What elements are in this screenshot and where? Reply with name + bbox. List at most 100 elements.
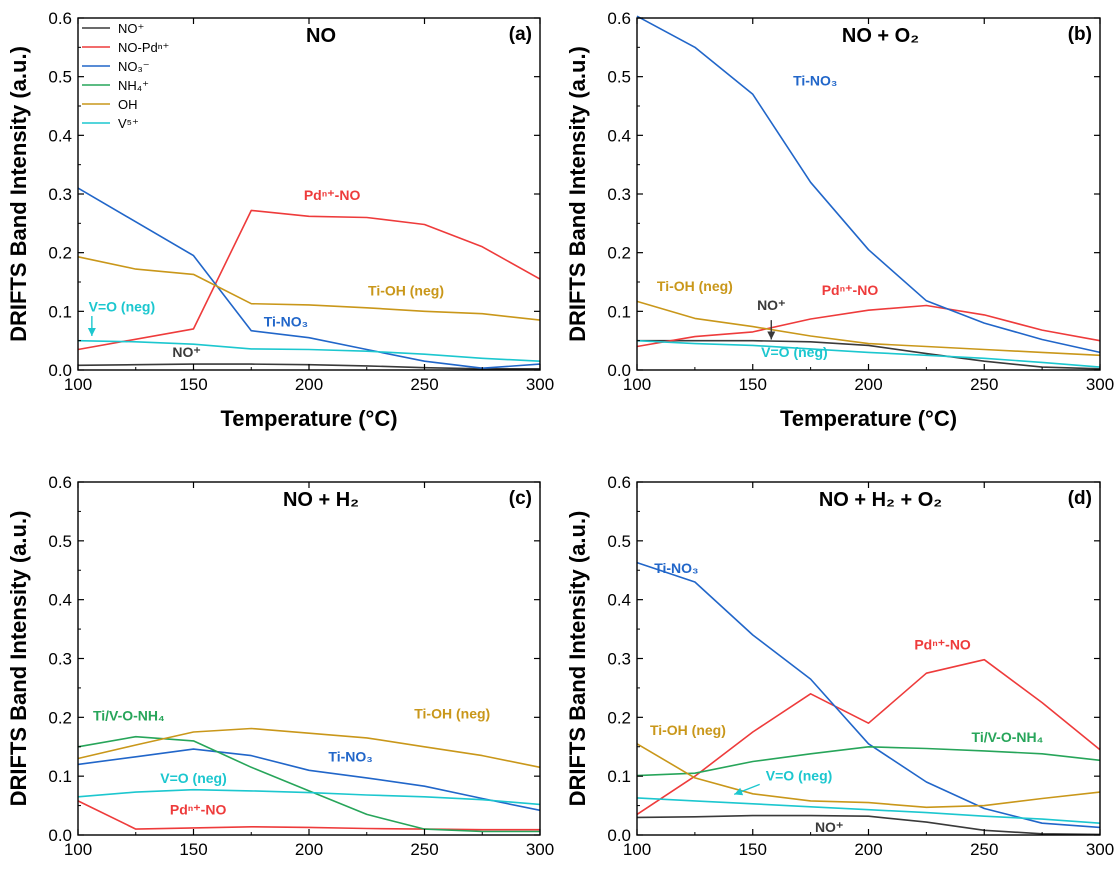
y-tick-label: 0.6	[607, 473, 631, 492]
series-line-nopd	[77, 800, 540, 831]
panel-letter: (c)	[509, 488, 532, 509]
y-tick-label: 0.1	[607, 302, 631, 321]
annotation-label: Ti-NO₃	[793, 72, 837, 88]
y-tick-label: 0.5	[48, 532, 72, 551]
x-tick-label: 200	[854, 840, 882, 859]
legend-label: NO₃⁻	[118, 59, 150, 74]
y-tick-label: 0.4	[48, 126, 72, 145]
annotation-label: Ti-OH (neg)	[414, 706, 490, 722]
series-line-oh	[77, 256, 541, 321]
legend: NO⁺ NO-Pdⁿ⁺ NO₃⁻ NH₄⁺ OH V⁵⁺	[82, 21, 169, 131]
plot-frame	[636, 481, 1101, 836]
annotation-label: Pdⁿ⁺-NO	[914, 637, 971, 653]
annotation-label: Ti-NO₃	[264, 314, 308, 330]
series-line-nopd	[636, 304, 1101, 348]
series-line-oh	[636, 743, 1101, 809]
annotation-label: Ti-OH (neg)	[368, 282, 444, 298]
x-tick-label: 200	[854, 375, 882, 394]
y-tick-label: 0.3	[607, 650, 631, 669]
y-tick-label: 0.0	[48, 361, 72, 380]
annotation-label: Ti-OH (neg)	[657, 278, 733, 294]
x-tick-label: 200	[295, 375, 323, 394]
series-line-no3	[77, 187, 541, 370]
y-axis-title: DRIFTS Band Intensity (a.u.)	[6, 511, 31, 807]
annotation-label: V=O (neg)	[761, 344, 828, 360]
x-axis-title: Temperature (°C)	[780, 406, 957, 431]
x-axis-title: Temperature (°C)	[220, 406, 397, 431]
panel-c: Ti/V-O-NH₄ Ti-OH (neg) Ti-NO₃ V=O (neg) Pdⁿ⁺…	[6, 473, 554, 875]
x-tick-label: 100	[64, 840, 92, 859]
annotation-label: NO⁺	[815, 819, 843, 835]
y-axis-title: DRIFTS Band Intensity (a.u.)	[6, 46, 31, 342]
x-tick-label: 100	[623, 840, 651, 859]
y-tick-label: 0.4	[48, 591, 72, 610]
series-line-nopd	[77, 209, 541, 351]
annotation-label: NO⁺	[172, 344, 200, 360]
plot-frame	[77, 481, 541, 836]
series-line-no	[636, 814, 1101, 836]
x-tick-label: 300	[1086, 375, 1114, 394]
annotation-label: V=O (neg)	[766, 767, 833, 783]
y-tick-label: 0.1	[607, 767, 631, 786]
annotation-label: NO⁺	[757, 297, 785, 313]
legend-label: OH	[118, 97, 138, 112]
y-tick-label: 0.3	[48, 185, 72, 204]
series-line-v5	[77, 339, 541, 362]
annotation-label: Ti/V-O-NH₄	[972, 729, 1044, 745]
y-tick-label: 0.5	[607, 68, 631, 87]
panel-d: Ti-NO₃ Pdⁿ⁺-NO Ti-OH (neg) Ti/V-O-NH₄ V=O (n…	[565, 473, 1114, 875]
y-axis-title: DRIFTS Band Intensity (a.u.)	[565, 511, 590, 807]
panel-letter: (d)	[1068, 488, 1092, 509]
y-tick-label: 0.2	[48, 244, 72, 263]
y-tick-label: 0.4	[607, 126, 631, 145]
series-line-oh	[77, 727, 541, 769]
y-tick-label: 0.6	[48, 9, 72, 28]
annotation-arrowhead	[734, 787, 744, 796]
y-tick-label: 0.4	[607, 591, 631, 610]
annotation-label: Ti/V-O-NH₄	[93, 707, 165, 723]
series-line-v5	[636, 339, 1101, 368]
annotation-arrowhead	[767, 331, 776, 340]
annotation-label: Ti-NO₃	[654, 560, 698, 576]
series-line-v5	[636, 797, 1101, 824]
annotation-label: Pdⁿ⁺-NO	[822, 282, 879, 298]
y-tick-label: 0.1	[48, 302, 72, 321]
y-tick-label: 0.2	[607, 708, 631, 727]
series-line-oh	[636, 300, 1101, 357]
y-tick-label: 0.1	[48, 767, 72, 786]
y-tick-label: 0.0	[48, 826, 72, 845]
plot-frame	[636, 17, 1101, 371]
legend-label: NH₄⁺	[118, 78, 149, 93]
panel-title: NO	[306, 25, 336, 47]
series-line-nopd	[636, 658, 1101, 816]
panel-letter: (a)	[509, 24, 532, 45]
x-axis-title: Temperature (°C)	[780, 871, 957, 875]
x-tick-label: 150	[179, 840, 207, 859]
x-tick-label: 100	[623, 375, 651, 394]
series-line-nh4	[77, 735, 540, 833]
legend-label: NO⁺	[118, 21, 144, 36]
panel-b: Ti-NO₃ Ti-OH (neg) Pdⁿ⁺-NO NO⁺ V=O (neg) 100 1…	[565, 9, 1114, 431]
x-tick-label: 250	[970, 840, 998, 859]
series-line-no3	[77, 748, 541, 812]
x-tick-label: 200	[295, 840, 323, 859]
y-axis-title: DRIFTS Band Intensity (a.u.)	[565, 46, 590, 342]
annotation-label: Ti-OH (neg)	[650, 722, 726, 738]
x-tick-label: 100	[64, 375, 92, 394]
series-line-v5	[77, 788, 541, 806]
annotation-label: Pdⁿ⁺-NO	[304, 187, 361, 203]
x-axis-title: Temperature (°C)	[220, 871, 397, 875]
x-tick-label: 150	[739, 840, 767, 859]
annotation-label: Ti-NO₃	[328, 748, 372, 764]
series-line-no	[637, 339, 1101, 370]
annotation-label: Pdⁿ⁺-NO	[170, 801, 227, 817]
annotation-label: V=O (neg)	[160, 770, 227, 786]
y-tick-label: 0.3	[48, 650, 72, 669]
y-tick-label: 0.5	[607, 532, 631, 551]
annotation-arrowhead	[87, 327, 96, 336]
x-tick-label: 250	[410, 840, 438, 859]
y-tick-label: 0.0	[607, 826, 631, 845]
panel-letter: (b)	[1068, 24, 1092, 45]
y-tick-label: 0.5	[48, 68, 72, 87]
